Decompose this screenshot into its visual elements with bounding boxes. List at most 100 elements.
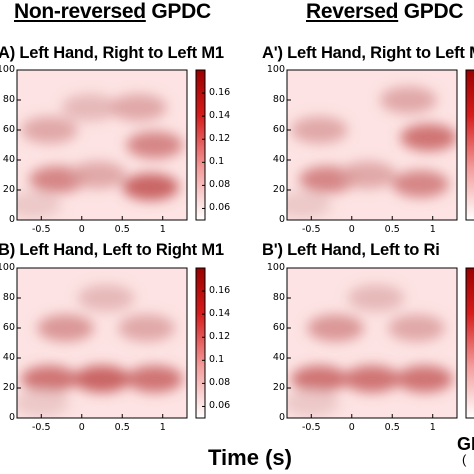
heatmap-feature [118,314,175,342]
x-tick-label: 1 [159,422,166,433]
y-tick-label: 20 [2,382,15,393]
x-tick-label: -0.5 [302,422,321,433]
x-tick-label: 0.5 [384,422,400,433]
heatmap-feature [17,191,62,219]
x-tick-label: 1 [429,224,436,235]
colorbar-tick-label: 0.16 [209,285,231,297]
x-tick-label: -0.5 [32,224,51,235]
plot-frame [286,69,458,221]
y-tick-label: 60 [272,124,285,135]
heatmap-feature [347,284,405,312]
heatmap-feature [37,314,94,342]
heatmap-panel-0 [17,70,187,220]
colorbar-tick-label: 0.06 [209,202,231,214]
colorbar [195,69,206,221]
panel-title-a-prime: A') Left Hand, Right to Left M1 [262,44,474,62]
heatmap-feature [343,365,401,393]
x-tick-label: 0.5 [114,422,130,433]
x-tick-label: 0 [348,422,355,433]
heatmap-feature [110,94,167,121]
colorbar-cut-1 [465,267,474,419]
heatmap-feature [339,161,397,189]
plot-frame [16,267,188,419]
y-tick-label: 60 [2,322,15,333]
x-tick-label: 0.5 [384,224,400,235]
y-tick-label: 100 [266,64,285,75]
column-title-left-rest: GPDC [145,0,211,23]
panel-title-a: A) Left Hand, Right to Left M1 [0,44,224,62]
x-tick-label: -0.5 [302,224,321,235]
y-tick-label: 100 [0,262,15,273]
heatmap-feature [126,131,183,159]
y-tick-label: 20 [272,382,285,393]
column-title-left: Non-reversed GPDC [14,0,211,24]
colorbar-tick-label: 0.14 [209,308,231,320]
heatmap-feature [287,389,340,417]
heatmap-feature [73,365,131,393]
colorbar-tick-label: 0.1 [209,156,225,168]
colorbar-tick-label: 0.14 [209,110,231,122]
y-tick-label: 0 [278,412,285,423]
column-title-right-rest: GPDC [398,0,464,23]
heatmap-feature [307,314,364,342]
colorbar-cut-0 [465,69,474,221]
heatmap-feature [388,314,445,342]
colorbar-tick-label: 0.06 [209,400,231,412]
x-tick-label: 0 [78,224,85,235]
colorbar [195,267,206,419]
bottom-right-sublabel: ( [462,452,467,467]
y-tick-label: 0 [8,412,15,423]
heatmap-feature [122,173,179,201]
x-axis-label: Time (s) [208,445,292,470]
y-tick-label: 100 [0,64,15,75]
y-tick-label: 40 [2,154,15,165]
plot-frame [16,69,188,221]
heatmap-panel-1 [287,70,457,220]
colorbar-tick-label: 0.08 [209,179,231,191]
y-tick-label: 60 [2,124,15,135]
y-tick-label: 40 [272,154,285,165]
heatmap-feature [287,191,332,219]
heatmap-feature [17,389,70,417]
x-tick-label: 0 [78,422,85,433]
x-tick-label: -0.5 [32,422,51,433]
y-tick-label: 40 [272,352,285,363]
panel-title-b: B) Left Hand, Left to Right M1 [0,241,224,259]
x-tick-label: 1 [429,422,436,433]
heatmap-feature [392,170,449,198]
y-tick-label: 80 [2,292,15,303]
heatmap-feature [21,116,78,144]
y-tick-label: 80 [272,94,285,105]
y-tick-label: 80 [272,292,285,303]
y-tick-label: 40 [2,352,15,363]
heatmap-feature [291,116,348,144]
bottom-right-label: GI [457,434,474,454]
y-tick-label: 0 [8,214,15,225]
plot-frame [286,267,458,419]
heatmap-feature [396,365,453,393]
y-tick-label: 60 [272,322,285,333]
x-tick-label: 0 [348,224,355,235]
heatmap-feature [61,94,119,121]
heatmap-feature [400,124,457,151]
heatmap-feature [21,365,78,393]
colorbar-tick-label: 0.08 [209,377,231,389]
colorbar-tick-label: 0.16 [209,87,231,99]
x-tick-label: 0.5 [114,224,130,235]
colorbar-tick-label: 0.12 [209,331,231,343]
heatmap-feature [291,365,348,393]
colorbar-tick-label: 0.12 [209,133,231,145]
y-tick-label: 20 [272,184,285,195]
x-tick-label: 1 [159,224,166,235]
y-tick-label: 80 [2,94,15,105]
colorbar-tick-label: 0.1 [209,354,225,366]
heatmap-panel-3 [287,268,457,418]
heatmap-feature [380,86,437,114]
heatmap-panel-2 [17,268,187,418]
y-tick-label: 100 [266,262,285,273]
y-tick-label: 0 [278,214,285,225]
column-title-left-underlined: Non-reversed [14,0,146,23]
y-tick-label: 20 [2,184,15,195]
panel-title-b-prime: B') Left Hand, Left to Ri [262,241,440,259]
